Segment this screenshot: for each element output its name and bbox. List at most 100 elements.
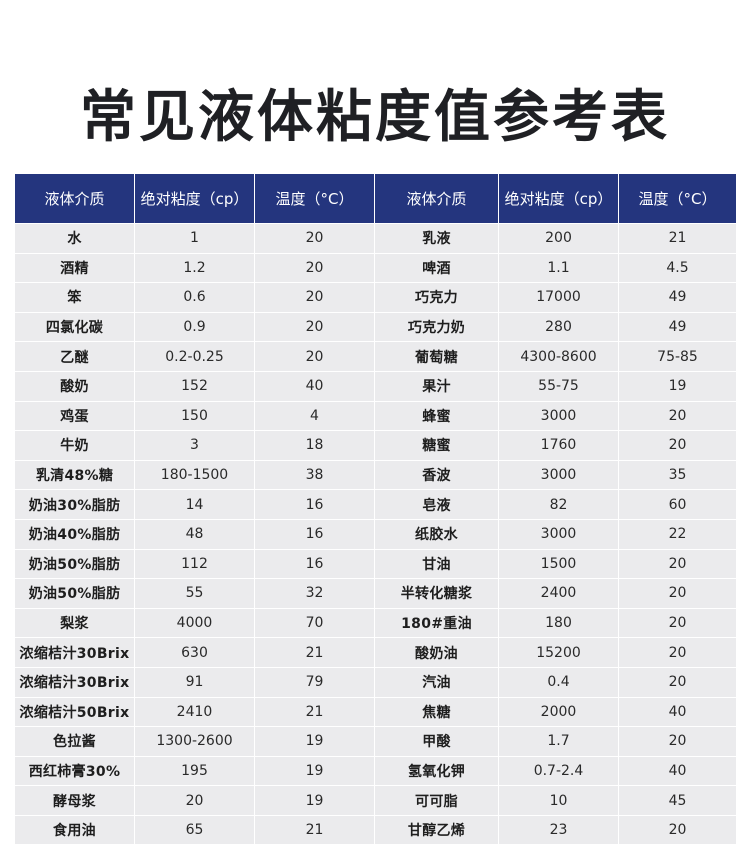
viscosity-cell: 2400 <box>498 578 619 609</box>
viscosity-cell: 48 <box>134 518 255 550</box>
table-row: 色拉酱 1300-2600 19 甲酸 1.7 20 <box>14 726 737 757</box>
viscosity-cell: 180-1500 <box>134 459 255 491</box>
temperature-cell: 21 <box>618 223 737 254</box>
viscosity-cell: 150 <box>134 400 255 432</box>
temperature-cell: 16 <box>254 489 375 520</box>
viscosity-cell: 2000 <box>498 696 619 728</box>
viscosity-cell: 14 <box>134 489 255 520</box>
liquid-name-cell: 葡萄糖 <box>374 341 499 372</box>
liquid-name-cell: 酒精 <box>14 252 135 284</box>
table-row: 四氯化碳 0.9 20 巧克力奶 280 49 <box>14 311 737 343</box>
liquid-name-cell: 可可脂 <box>374 785 499 816</box>
liquid-name-cell: 奶油50%脂肪 <box>14 548 135 580</box>
viscosity-cell: 1300-2600 <box>134 726 255 757</box>
liquid-name-cell: 鸡蛋 <box>14 400 135 432</box>
temperature-cell: 32 <box>254 578 375 609</box>
temperature-cell: 45 <box>618 785 737 816</box>
table-row: 酒精 1.2 20 啤酒 1.1 4.5 <box>14 252 737 284</box>
viscosity-cell: 0.2-0.25 <box>134 341 255 372</box>
viscosity-cell: 3 <box>134 430 255 461</box>
liquid-name-cell: 焦糖 <box>374 696 499 728</box>
table-row: 乙醚 0.2-0.25 20 葡萄糖 4300-8600 75-85 <box>14 341 737 372</box>
liquid-name-cell: 半转化糖浆 <box>374 578 499 609</box>
liquid-name-cell: 巧克力 <box>374 282 499 313</box>
temperature-cell: 22 <box>618 518 737 550</box>
liquid-name-cell: 皂液 <box>374 489 499 520</box>
viscosity-cell: 280 <box>498 311 619 343</box>
table-row: 牛奶 3 18 糖蜜 1760 20 <box>14 430 737 461</box>
viscosity-cell: 1.7 <box>498 726 619 757</box>
viscosity-cell: 55 <box>134 578 255 609</box>
liquid-name-cell: 水 <box>14 223 135 254</box>
temperature-cell: 20 <box>254 223 375 254</box>
viscosity-cell: 152 <box>134 370 255 402</box>
liquid-name-cell: 奶油30%脂肪 <box>14 489 135 520</box>
temperature-cell: 60 <box>618 489 737 520</box>
temperature-cell: 18 <box>254 430 375 461</box>
liquid-name-cell: 甘油 <box>374 548 499 580</box>
liquid-name-cell: 牛奶 <box>14 430 135 461</box>
liquid-name-cell: 氢氧化钾 <box>374 755 499 787</box>
viscosity-cell: 91 <box>134 666 255 698</box>
temperature-cell: 20 <box>254 341 375 372</box>
temperature-cell: 19 <box>618 370 737 402</box>
temperature-cell: 20 <box>618 637 737 668</box>
table-row: 奶油50%脂肪 112 16 甘油 1500 20 <box>14 548 737 580</box>
liquid-name-cell: 西红柿膏30% <box>14 755 135 787</box>
table-row: 鸡蛋 150 4 蜂蜜 3000 20 <box>14 400 737 432</box>
liquid-name-cell: 奶油40%脂肪 <box>14 518 135 550</box>
temperature-cell: 75-85 <box>618 341 737 372</box>
viscosity-cell: 23 <box>498 814 619 846</box>
temperature-cell: 20 <box>618 578 737 609</box>
liquid-name-cell: 蜂蜜 <box>374 400 499 432</box>
viscosity-cell: 65 <box>134 814 255 846</box>
liquid-name-cell: 梨浆 <box>14 607 135 639</box>
temperature-cell: 49 <box>618 282 737 313</box>
liquid-name-cell: 食用油 <box>14 814 135 846</box>
temperature-cell: 40 <box>254 370 375 402</box>
temperature-cell: 20 <box>618 400 737 432</box>
table-row: 梨浆 4000 70 180#重油 180 20 <box>14 607 737 639</box>
viscosity-cell: 630 <box>134 637 255 668</box>
viscosity-cell: 200 <box>498 223 619 254</box>
viscosity-cell: 180 <box>498 607 619 639</box>
liquid-name-cell: 酵母浆 <box>14 785 135 816</box>
viscosity-cell: 0.6 <box>134 282 255 313</box>
temperature-cell: 19 <box>254 755 375 787</box>
temperature-cell: 20 <box>254 311 375 343</box>
viscosity-cell: 1 <box>134 223 255 254</box>
temperature-cell: 40 <box>618 755 737 787</box>
table-row: 奶油40%脂肪 48 16 纸胶水 3000 22 <box>14 518 737 550</box>
temperature-cell: 4 <box>254 400 375 432</box>
liquid-name-cell: 乙醚 <box>14 341 135 372</box>
table-row: 乳清48%糖 180-1500 38 香波 3000 35 <box>14 459 737 491</box>
viscosity-cell: 10 <box>498 785 619 816</box>
temperature-cell: 20 <box>618 726 737 757</box>
liquid-name-cell: 四氯化碳 <box>14 311 135 343</box>
viscosity-cell: 0.7-2.4 <box>498 755 619 787</box>
temperature-cell: 79 <box>254 666 375 698</box>
viscosity-cell: 3000 <box>498 459 619 491</box>
liquid-name-cell: 色拉酱 <box>14 726 135 757</box>
table-row: 浓缩桔汁50Brix 2410 21 焦糖 2000 40 <box>14 696 737 728</box>
table-row: 浓缩桔汁30Brix 91 79 汽油 0.4 20 <box>14 666 737 698</box>
table-body: 水 1 20 乳液 200 21 酒精 1.2 20 啤酒 1.1 4.5 笨 0.6 20 巧克力 17000… <box>14 223 737 846</box>
temperature-cell: 70 <box>254 607 375 639</box>
liquid-name-cell: 浓缩桔汁30Brix <box>14 637 135 668</box>
temperature-cell: 38 <box>254 459 375 491</box>
liquid-name-cell: 浓缩桔汁30Brix <box>14 666 135 698</box>
liquid-name-cell: 啤酒 <box>374 252 499 284</box>
table-row: 西红柿膏30% 195 19 氢氧化钾 0.7-2.4 40 <box>14 755 737 787</box>
temperature-cell: 16 <box>254 518 375 550</box>
viscosity-cell: 3000 <box>498 518 619 550</box>
viscosity-cell: 4000 <box>134 607 255 639</box>
temperature-cell: 20 <box>618 607 737 639</box>
table-row: 奶油30%脂肪 14 16 皂液 82 60 <box>14 489 737 520</box>
viscosity-cell: 0.4 <box>498 666 619 698</box>
viscosity-cell: 195 <box>134 755 255 787</box>
temperature-cell: 20 <box>618 430 737 461</box>
liquid-name-cell: 香波 <box>374 459 499 491</box>
viscosity-cell: 1760 <box>498 430 619 461</box>
